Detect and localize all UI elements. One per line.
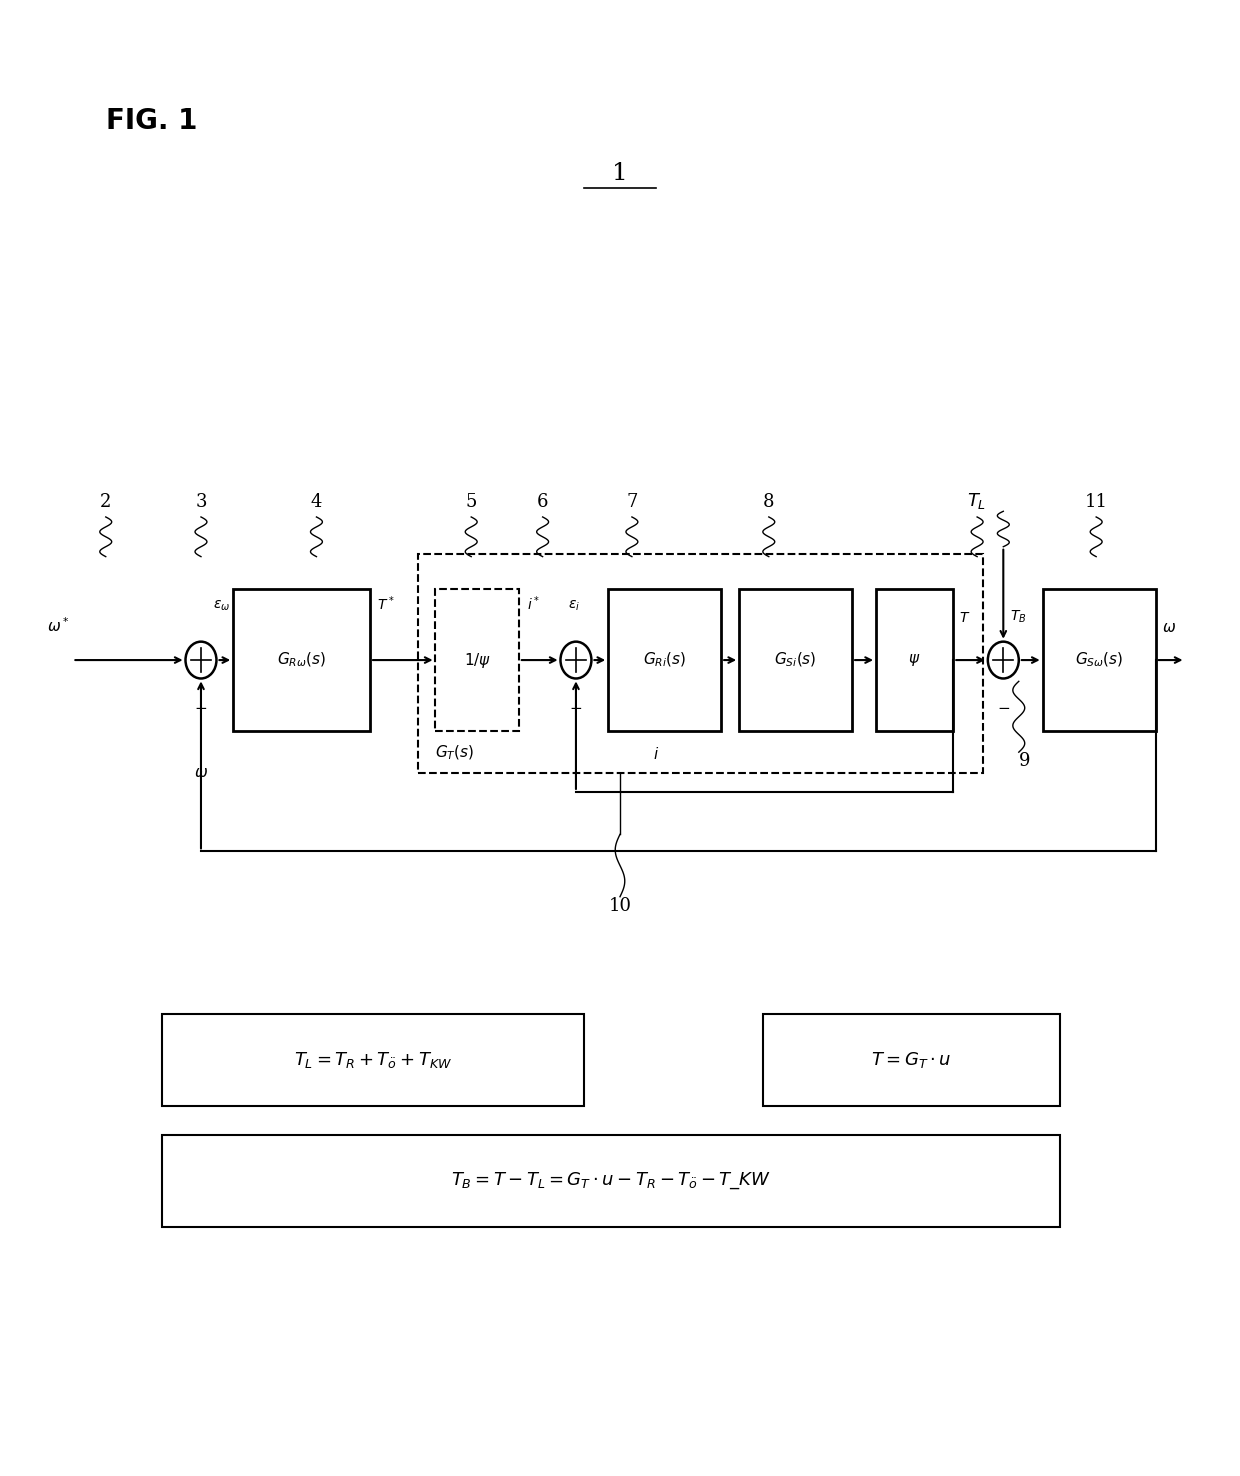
Text: $G_{Ri}(s)$: $G_{Ri}(s)$ bbox=[644, 651, 686, 669]
Text: $-$: $-$ bbox=[997, 700, 1009, 714]
Text: $T_B = T - T_L = G_T \cdot u - T_R - T_\ddot{o} - T\_KW$: $T_B = T - T_L = G_T \cdot u - T_R - T_\… bbox=[451, 1170, 771, 1191]
Text: $-$: $-$ bbox=[569, 700, 583, 714]
Text: 1: 1 bbox=[613, 162, 627, 186]
Text: 11: 11 bbox=[1085, 493, 1107, 511]
Text: $\varepsilon_i$: $\varepsilon_i$ bbox=[568, 599, 580, 614]
Text: $G_{R\omega}(s)$: $G_{R\omega}(s)$ bbox=[277, 651, 326, 669]
Circle shape bbox=[186, 642, 217, 679]
Text: $\omega$: $\omega$ bbox=[1162, 620, 1176, 635]
Text: $i$: $i$ bbox=[652, 745, 658, 762]
Text: $i^*$: $i^*$ bbox=[527, 595, 541, 614]
Bar bbox=[875, 589, 954, 731]
Text: $\varepsilon_\omega$: $\varepsilon_\omega$ bbox=[213, 599, 231, 614]
Bar bbox=[435, 589, 518, 731]
Text: $T = G_T \cdot u$: $T = G_T \cdot u$ bbox=[872, 1051, 952, 1070]
Text: 2: 2 bbox=[100, 493, 112, 511]
Text: $G_{Si}(s)$: $G_{Si}(s)$ bbox=[774, 651, 817, 669]
Text: $G_T(s)$: $G_T(s)$ bbox=[435, 744, 475, 762]
Text: 3: 3 bbox=[195, 493, 207, 511]
Text: $\psi$: $\psi$ bbox=[909, 652, 921, 669]
Text: $T_L= T_R + T_\ddot{o} + T_{KW}$: $T_L= T_R + T_\ddot{o} + T_{KW}$ bbox=[294, 1051, 453, 1070]
Text: 6: 6 bbox=[537, 493, 548, 511]
Text: 7: 7 bbox=[626, 493, 637, 511]
Bar bbox=[763, 1014, 1060, 1107]
Bar bbox=[233, 589, 370, 731]
Text: $\omega^*$: $\omega^*$ bbox=[47, 615, 69, 635]
Text: 8: 8 bbox=[763, 493, 775, 511]
Text: $\omega$: $\omega$ bbox=[193, 766, 208, 781]
Text: 5: 5 bbox=[465, 493, 477, 511]
Text: $T^*$: $T^*$ bbox=[377, 595, 396, 614]
Circle shape bbox=[988, 642, 1019, 679]
Text: $1/\psi$: $1/\psi$ bbox=[464, 651, 491, 670]
Text: 10: 10 bbox=[609, 897, 631, 915]
Bar bbox=[418, 554, 983, 773]
Bar bbox=[161, 1014, 584, 1107]
Text: 9: 9 bbox=[1019, 753, 1030, 770]
Text: $-$: $-$ bbox=[195, 700, 207, 714]
Bar bbox=[1043, 589, 1156, 731]
Text: $T$: $T$ bbox=[959, 611, 970, 624]
Text: $T_B$: $T_B$ bbox=[1011, 608, 1027, 624]
Text: FIG. 1: FIG. 1 bbox=[105, 108, 197, 136]
Text: 4: 4 bbox=[311, 493, 322, 511]
Bar bbox=[608, 589, 722, 731]
Bar bbox=[739, 589, 852, 731]
Text: $T_L$: $T_L$ bbox=[967, 492, 987, 511]
Bar bbox=[161, 1135, 1060, 1227]
Text: $G_{S\omega}(s)$: $G_{S\omega}(s)$ bbox=[1075, 651, 1123, 669]
Circle shape bbox=[560, 642, 591, 679]
